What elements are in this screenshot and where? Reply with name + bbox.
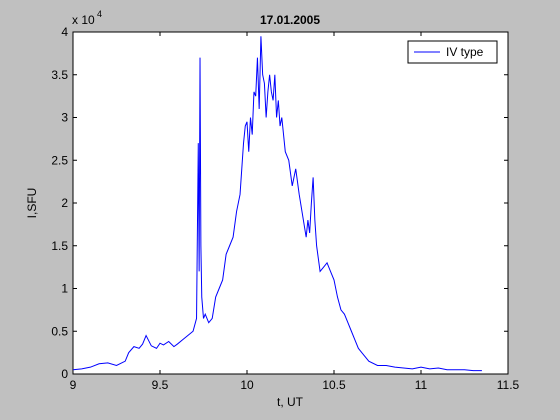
y-tick-label: 3.5 (51, 68, 68, 82)
y-tick-label: 4 (61, 25, 68, 39)
chart-title: 17.01.2005 (260, 13, 320, 27)
legend-box (407, 40, 498, 64)
y-tick-label: 0 (61, 367, 68, 381)
y-tick-label: 2.5 (51, 153, 68, 167)
legend: IV type (407, 40, 498, 64)
y-tick-label: 0.5 (51, 324, 68, 338)
series-line (72, 36, 482, 372)
x-tick-label: 11 (415, 378, 428, 392)
x-axis-label: t, UT (277, 395, 304, 409)
y-axis-exponent: x 10 4 (72, 9, 102, 27)
x-tick-label: 11.5 (497, 378, 520, 392)
y-exponent-base: x 10 (72, 13, 95, 27)
y-exponent-power: 4 (97, 9, 102, 19)
legend-entry-label: IV type (446, 45, 484, 59)
y-axis-ticks: 0 0.5 1 1.5 2 2.5 3 3.5 4 (51, 25, 508, 381)
x-tick-label: 9.5 (152, 378, 169, 392)
y-tick-label: 1 (61, 282, 68, 296)
y-axis-label: I,SFU (25, 188, 39, 219)
x-tick-label: 10 (240, 378, 254, 392)
series-layer (72, 36, 482, 372)
y-tick-label: 2 (61, 196, 68, 210)
x-axis-ticks: 9 9.5 10 10.5 11 11.5 (70, 32, 520, 392)
x-tick-label: 9 (70, 378, 77, 392)
plot-area (72, 31, 509, 375)
y-tick-label: 3 (61, 111, 68, 125)
y-tick-label: 1.5 (51, 239, 68, 253)
x-tick-label: 10.5 (322, 378, 346, 392)
